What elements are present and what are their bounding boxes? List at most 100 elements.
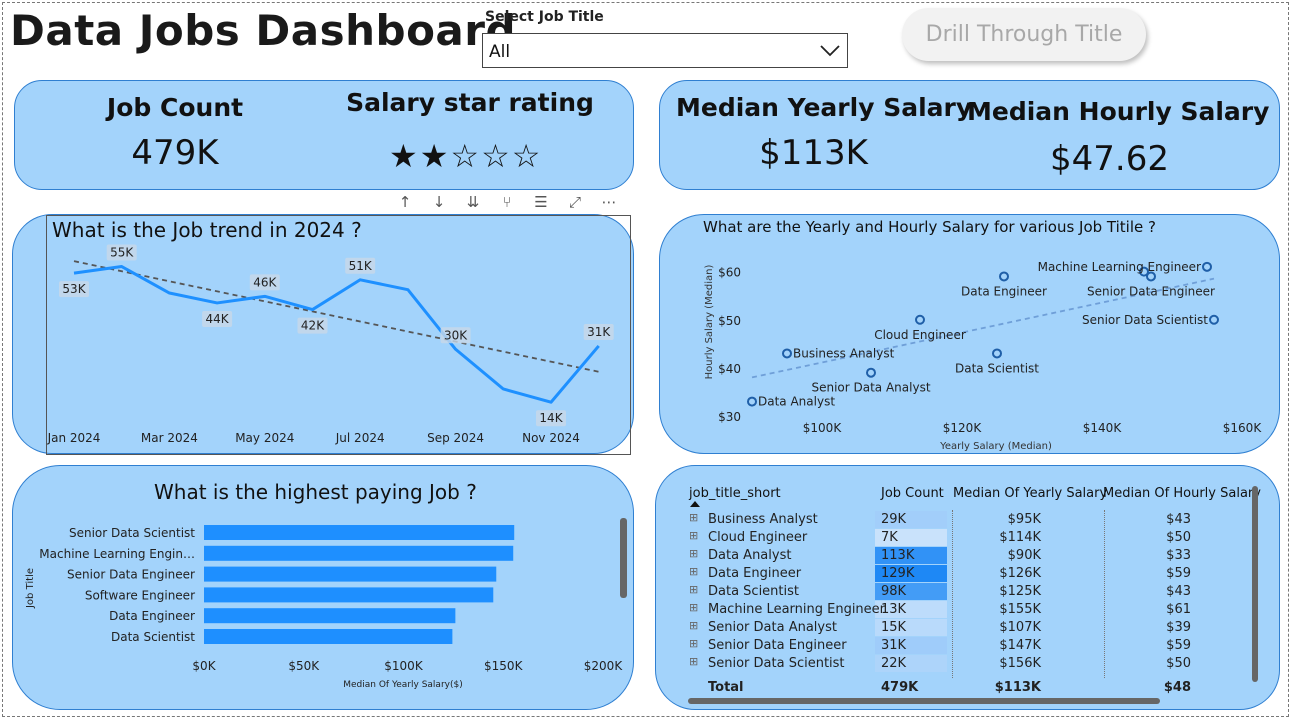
- job-count-cell-bg: [875, 547, 947, 564]
- col-header-yearly[interactable]: Median Of Yearly Salary: [953, 486, 1108, 501]
- expand-icon[interactable]: ⊞: [689, 637, 699, 650]
- hierarchy-icon[interactable]: ⑂: [502, 193, 512, 211]
- job-count-cell-bg: [875, 565, 947, 582]
- job-trend-title: What is the Job trend in 2024 ?: [52, 218, 362, 242]
- table-h-scrollbar[interactable]: [688, 698, 1160, 704]
- col-header-title[interactable]: job_title_short: [689, 486, 781, 501]
- total-label: Total: [708, 680, 744, 695]
- row-job-count: 29K: [881, 512, 907, 527]
- table-row[interactable]: ⊞ Senior Data Scientist 22K $156K $50: [688, 655, 1248, 673]
- data-label-bg: [440, 327, 471, 344]
- row-yearly-salary: $156K: [999, 656, 1041, 671]
- scatter-point: [747, 396, 757, 407]
- row-job-count: 129K: [881, 566, 915, 581]
- x-tick-label: $150K: [484, 659, 524, 673]
- point-label: Business Analyst: [793, 346, 895, 360]
- table-row[interactable]: ⊞ Data Analyst 113K $90K $33: [688, 547, 1248, 565]
- x-tick-label: Jan 2024: [47, 431, 101, 445]
- scatter-point: [1139, 266, 1149, 277]
- column-separator: [1104, 510, 1105, 678]
- row-hourly-salary: $33: [1166, 548, 1191, 563]
- col-header-count[interactable]: Job Count: [881, 486, 944, 501]
- expand-icon[interactable]: ⊞: [689, 601, 699, 614]
- job-count-cell-bg: [875, 655, 947, 672]
- sort-asc-icon: [690, 501, 700, 507]
- x-tick-label: Jul 2024: [335, 431, 385, 445]
- row-job-title: Senior Data Engineer: [708, 638, 847, 653]
- salary-scatter-card: [659, 214, 1280, 454]
- x-tick-label: $200K: [584, 659, 624, 673]
- sort-up-icon[interactable]: ↑: [398, 193, 412, 211]
- page-title: Data Jobs Dashboard: [10, 6, 517, 55]
- bar-scrollbar[interactable]: [620, 518, 627, 598]
- y-tick-label: $50: [718, 314, 741, 328]
- more-options-icon[interactable]: ⋯: [601, 193, 617, 211]
- expand-icon[interactable]: ⊞: [689, 583, 699, 596]
- scatter-point: [992, 348, 1002, 359]
- data-label: 44K: [206, 312, 230, 326]
- filter-icon[interactable]: ☰: [534, 193, 548, 211]
- row-job-count: 15K: [881, 620, 907, 635]
- chevron-down-icon: [820, 45, 840, 57]
- table-row[interactable]: ⊞ Data Scientist 98K $125K $43: [688, 583, 1248, 601]
- expand-icon[interactable]: ⊞: [689, 619, 699, 632]
- y-tick-label: $30: [718, 410, 741, 424]
- data-label: 14K: [539, 411, 563, 425]
- data-label: 31K: [587, 325, 611, 339]
- table-v-scrollbar[interactable]: [1252, 486, 1258, 682]
- x-tick-label: Sep 2024: [427, 431, 484, 445]
- point-label: Data Engineer: [961, 284, 1047, 298]
- expand-icon[interactable]: ⊞: [689, 511, 699, 524]
- focus-mode-icon[interactable]: ⤢: [568, 193, 581, 211]
- job-count-label: Job Count: [106, 93, 244, 122]
- expand-icon[interactable]: ⊞: [689, 547, 699, 560]
- category-label: Data Engineer: [109, 609, 195, 623]
- row-job-count: 113K: [881, 548, 915, 563]
- category-label: Data Scientist: [111, 630, 195, 644]
- row-job-count: 22K: [881, 656, 907, 671]
- data-label: 30K: [444, 328, 468, 342]
- row-job-count: 7K: [881, 530, 898, 545]
- expand-icon[interactable]: ⊞: [689, 529, 699, 542]
- filter-label: Select Job Title: [485, 9, 604, 25]
- sort-down-icon[interactable]: ↓: [432, 193, 446, 211]
- table-row[interactable]: ⊞ Senior Data Analyst 15K $107K $39: [688, 619, 1248, 637]
- expand-icon[interactable]: ⊞: [689, 655, 699, 668]
- x-tick-label: $120K: [943, 421, 983, 435]
- table-row[interactable]: ⊞ Senior Data Engineer 31K $147K $59: [688, 637, 1248, 655]
- x-axis-title: Median Of Yearly Salary($): [343, 680, 462, 690]
- row-job-title: Machine Learning Engineer: [708, 602, 886, 617]
- point-label: Senior Data Analyst: [811, 381, 930, 395]
- job-count-cell-bg: [875, 529, 947, 546]
- x-tick-label: $160K: [1223, 421, 1263, 435]
- median-hourly-value: $47.62: [1050, 139, 1169, 179]
- data-label: 51K: [349, 259, 373, 273]
- x-tick-label: $100K: [803, 421, 843, 435]
- data-label-bg: [297, 317, 328, 334]
- row-yearly-salary: $114K: [999, 530, 1041, 545]
- total-yearly-salary: $113K: [994, 680, 1041, 695]
- data-label-bg: [249, 274, 280, 291]
- row-hourly-salary: $50: [1166, 530, 1191, 545]
- table-row[interactable]: ⊞ Cloud Engineer 7K $114K $50: [688, 529, 1248, 547]
- table-row[interactable]: ⊞ Machine Learning Engineer 13K $155K $61: [688, 601, 1248, 619]
- job-count-cell-bg: [875, 601, 947, 618]
- point-label: Machine Learning Engineer: [1038, 260, 1201, 274]
- col-header-hourly[interactable]: Median Of Hourly Salary: [1103, 486, 1261, 501]
- data-label-bg: [59, 281, 89, 298]
- data-label-bg: [345, 257, 376, 274]
- total-hourly-salary: $48: [1163, 680, 1191, 695]
- expand-icon[interactable]: ⊞: [689, 565, 699, 578]
- drill-through-button[interactable]: Drill Through Title: [902, 8, 1146, 61]
- expand-all-icon[interactable]: ⇊: [466, 193, 480, 211]
- job-title-dropdown[interactable]: All: [482, 33, 848, 68]
- row-job-title: Senior Data Analyst: [708, 620, 837, 635]
- data-label: 53K: [62, 282, 86, 296]
- row-hourly-salary: $59: [1166, 638, 1191, 653]
- table-row[interactable]: ⊞ Business Analyst 29K $95K $43: [688, 511, 1248, 529]
- row-hourly-salary: $59: [1166, 566, 1191, 581]
- table-row[interactable]: ⊞ Data Engineer 129K $126K $59: [688, 565, 1248, 583]
- bar: [204, 587, 494, 603]
